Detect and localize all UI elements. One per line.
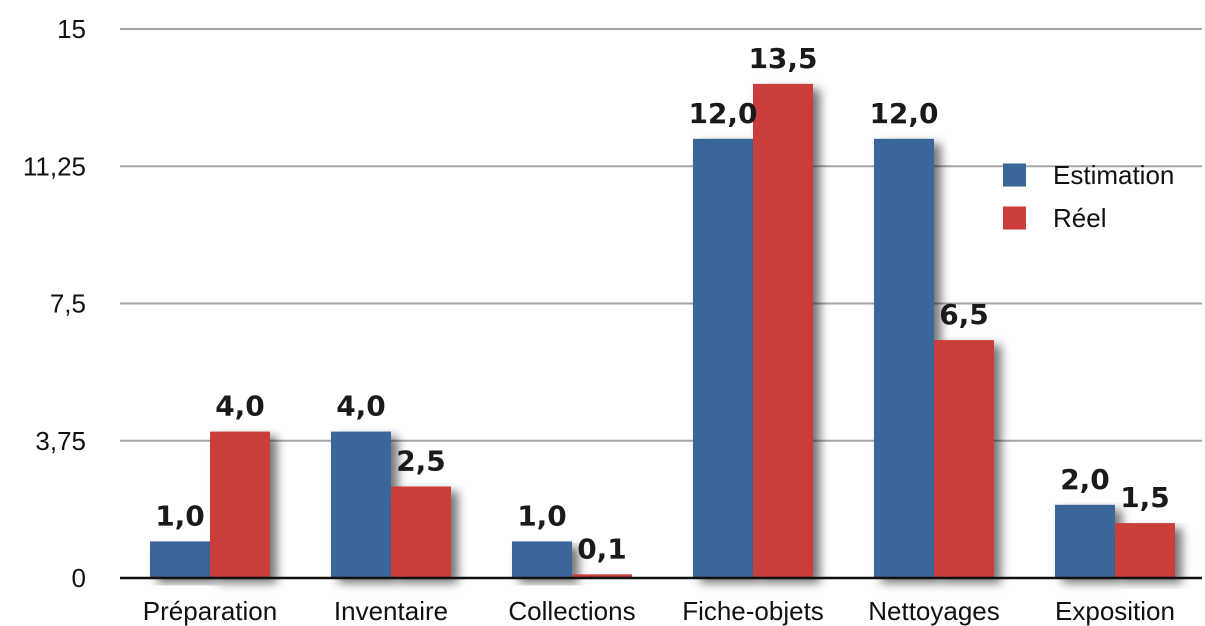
data-label: 1,0: [517, 499, 567, 532]
data-label: 12,0: [869, 97, 938, 130]
bars: [150, 83, 1175, 579]
data-label: 6,5: [939, 298, 989, 331]
y-tick-label: 15: [57, 14, 86, 44]
bar-reel-2: [572, 574, 632, 578]
x-category-label: Exposition: [1055, 596, 1175, 626]
bar-estimation-3: [693, 138, 753, 579]
bar-reel-3: [753, 83, 813, 579]
bar-estimation-1: [331, 431, 391, 578]
data-label: 12,0: [688, 97, 757, 130]
data-label: 4,0: [215, 390, 265, 423]
data-label: 1,5: [1120, 481, 1170, 514]
y-axis-tick-labels: 0 3,75 7,5 11,25 15: [23, 14, 86, 593]
y-tick-label: 3,75: [35, 426, 86, 456]
bar-reel-4: [934, 340, 994, 578]
y-tick-label: 11,25: [23, 151, 86, 181]
data-label: 1,0: [155, 499, 205, 532]
data-label: 2,5: [396, 445, 446, 478]
y-tick-label: 0: [72, 563, 86, 593]
bar-reel-0: [210, 431, 270, 578]
bar-estimation-2: [512, 541, 572, 578]
gridlines: [120, 28, 1202, 442]
legend-label-estimation: Estimation: [1053, 160, 1174, 190]
bar-estimation-5: [1055, 504, 1115, 578]
legend-swatch-reel: [1003, 206, 1026, 230]
x-category-label: Fiche-objets: [682, 596, 824, 626]
legend-swatch-estimation: [1003, 163, 1026, 187]
legend: Estimation Réel: [1003, 160, 1174, 233]
bar-estimation-4: [874, 138, 934, 579]
data-label: 0,1: [577, 532, 627, 565]
data-labels: 1,0 4,0 4,0 2,5 1,0 0,1 12,0 13,5 12,0 6,5 2,0 1,5: [155, 42, 1170, 565]
data-label: 2,0: [1060, 463, 1110, 496]
x-axis-category-labels: Préparation Inventaire Collections Fiche-ob…: [143, 596, 1175, 626]
bar-reel-5: [1115, 523, 1175, 578]
x-category-label: Nettoyages: [868, 596, 1000, 626]
bar-reel-1: [391, 486, 451, 578]
data-label: 13,5: [748, 42, 817, 75]
data-label: 4,0: [336, 390, 386, 423]
x-category-label: Inventaire: [334, 596, 448, 626]
x-category-label: Collections: [508, 596, 635, 626]
bar-estimation-0: [150, 541, 210, 578]
y-tick-label: 7,5: [50, 289, 86, 319]
x-category-label: Préparation: [143, 596, 277, 626]
legend-label-reel: Réel: [1053, 203, 1106, 233]
